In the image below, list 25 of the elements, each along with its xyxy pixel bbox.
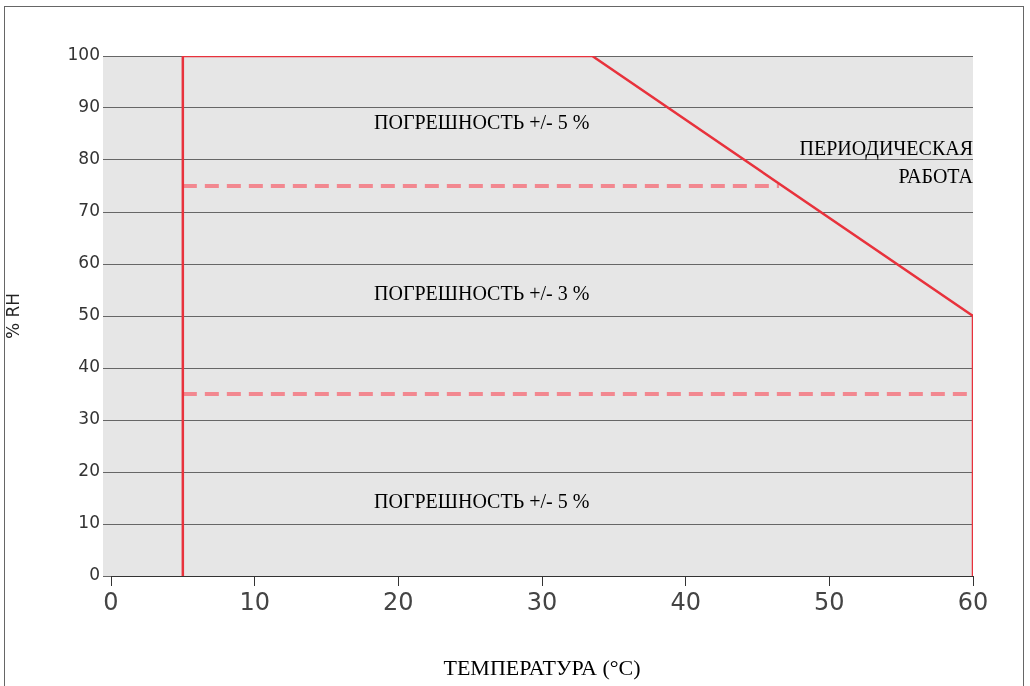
y-tick-label: 90: [78, 96, 100, 117]
annotation: ПОГРЕШНОСТЬ +/- 3 %: [374, 282, 590, 305]
x-tick-label: 0: [103, 587, 119, 616]
y-tick-label: 0: [89, 564, 100, 585]
y-tick-label: 100: [67, 44, 100, 65]
annotation: ПОГРЕШНОСТЬ +/- 5 %: [374, 110, 590, 133]
y-tick-label: 70: [78, 200, 100, 221]
y-tick-label: 50: [78, 304, 100, 325]
y-tick-label: 80: [78, 148, 100, 169]
x-axis-title: ТЕМПЕРАТУРА (°C): [443, 654, 641, 680]
y-tick-label: 20: [78, 460, 100, 481]
y-tick-label: 40: [78, 356, 100, 377]
y-axis-title: % RH: [2, 292, 23, 340]
y-tick-label: 60: [78, 252, 100, 273]
x-tick-label: 50: [814, 587, 845, 616]
x-tick-label: 60: [957, 587, 989, 616]
annotation: ПЕРИОДИЧЕСКАЯ: [799, 136, 973, 160]
y-tick-label: 30: [78, 408, 100, 429]
x-tick-label: 20: [383, 587, 414, 616]
x-tick-label: 30: [526, 587, 558, 616]
x-tick-label: 40: [670, 587, 701, 616]
y-tick-label: 10: [78, 512, 100, 533]
annotation: РАБОТА: [898, 165, 974, 188]
x-tick-label: 10: [239, 587, 270, 616]
annotation: ПОГРЕШНОСТЬ +/- 5 %: [374, 490, 590, 513]
